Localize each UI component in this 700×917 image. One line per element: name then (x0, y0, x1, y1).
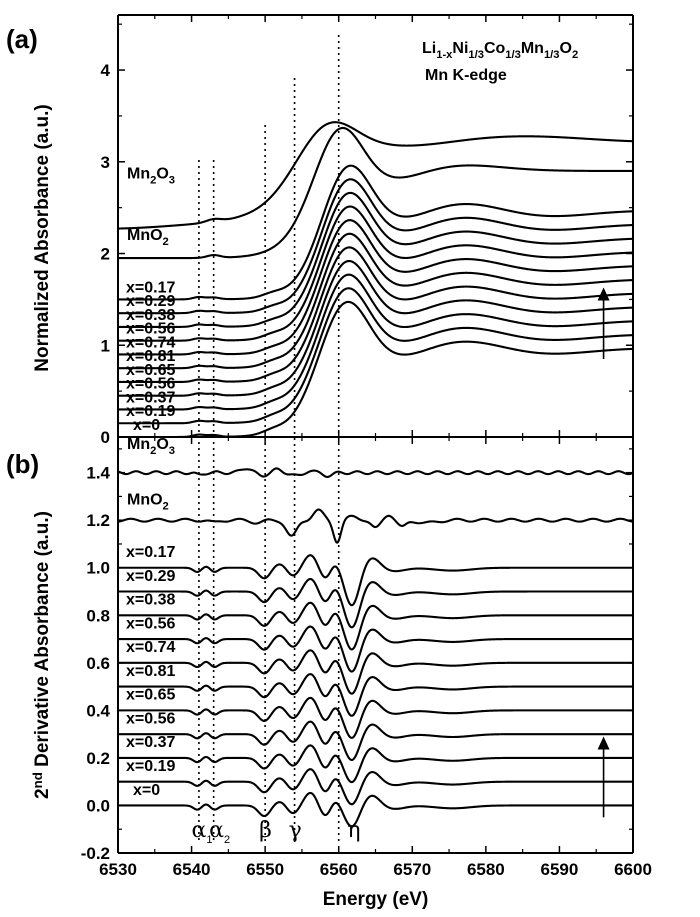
series-line-a-x-0-17-10 (117, 164, 634, 301)
shared-axes: 6530 6540 6550 6560 6570 6580 6590 6600 Energy (… (99, 14, 652, 910)
feature-label: β (259, 818, 272, 843)
series-label-b: x=0.56 (126, 710, 175, 727)
series-label-b: x=0.19 (126, 758, 175, 775)
series-label-b: x=0.37 (126, 734, 175, 751)
y-tick-label-b: 1.0 (86, 559, 110, 578)
series-label-a: x=0.29 (126, 293, 175, 310)
feature-label: γ (289, 818, 302, 843)
series-line-a-x-0-37-2 (117, 273, 634, 411)
series-label-a: x=0.38 (126, 307, 175, 324)
series-label-b: x=0.81 (126, 663, 175, 680)
series-label-a: x=0 (133, 417, 160, 434)
series-line-b-x-0-17-10 (117, 554, 634, 607)
y-tick-label-b: 0.8 (86, 606, 110, 625)
y-tick-label-a: 0 (101, 428, 110, 447)
chart-subtitle: Mn K-edge (425, 67, 507, 84)
series-line-a-x-0-56-3 (117, 259, 634, 397)
y-tick-label-b: 1.4 (86, 464, 110, 483)
series-label-a: x=0.37 (126, 389, 175, 406)
series-label-b: x=0.38 (126, 592, 175, 609)
x-tick-label: 6590 (541, 860, 579, 879)
y-tick-label-b: 1.2 (86, 511, 110, 530)
y-axis-label-a: Normalized Absorbance (a.u.) (32, 104, 53, 371)
feature-label: α2 (209, 818, 230, 846)
series-line-a-x-0-0 (117, 300, 634, 439)
feature-label: α1 (191, 818, 212, 846)
series-label-a: x=0.81 (126, 348, 175, 365)
series-label-b: MnO2 (127, 492, 169, 513)
series-label-a: MnO2 (127, 227, 169, 248)
y-tick-label-a: 3 (101, 153, 110, 172)
series-line-b-x-0-56-7 (117, 625, 634, 673)
series-line-b-x-0-19-1 (117, 768, 634, 806)
series-label-b: x=0.29 (126, 568, 175, 585)
series-line-b-mno2-11 (117, 508, 634, 544)
series-line-b-x-0-0 (117, 791, 634, 828)
series-line-a-x-0-56-7 (117, 205, 634, 342)
series-line-a-x-0-29-9 (117, 178, 634, 315)
trend-arrow-b-head (597, 736, 610, 750)
series-line-a-x-0-38-8 (117, 191, 634, 328)
series-line-b-x-0-74-6 (117, 649, 634, 695)
series-line-a-mn2o3-12 (117, 121, 634, 230)
series-label-b: x=0.56 (126, 615, 175, 632)
panel-label-b: (b) (6, 449, 39, 479)
series-line-b-x-0-81-5 (117, 673, 634, 717)
series-line-b-mn2o3-12 (117, 467, 634, 478)
series-label-b: Mn2O3 (127, 436, 175, 457)
series-label-a: Mn2O3 (127, 165, 175, 186)
y-tick-label-a: 4 (101, 61, 111, 80)
series-line-a-x-0-19-1 (117, 287, 634, 425)
x-tick-label: 6550 (246, 860, 284, 879)
x-tick-label: 6540 (173, 860, 211, 879)
y-axis-label-b: 2nd Derivative Absorbance (a.u.) (30, 511, 53, 799)
x-tick-label: 6600 (614, 860, 652, 879)
series-label-a: x=0.17 (126, 279, 175, 296)
series-label-b: x=0 (133, 782, 160, 799)
series-line-b-x-0-37-2 (117, 744, 634, 784)
x-axis-label: Energy (eV) (323, 889, 429, 910)
x-tick-label: 6580 (467, 860, 505, 879)
y-tick-label-a: 2 (101, 245, 110, 264)
x-tick-label: 6530 (99, 860, 137, 879)
y-tick-label-b: 0.4 (86, 701, 110, 720)
series-label-a: x=0.56 (126, 321, 175, 338)
series-label-b: x=0.65 (126, 687, 175, 704)
series-label-a: x=0.74 (126, 334, 175, 351)
series-line-a-x-0-81-5 (117, 232, 634, 370)
x-tick-label: 6560 (320, 860, 358, 879)
y-tick-label-b: 0.0 (86, 796, 110, 815)
series-line-b-x-0-29-9 (117, 577, 634, 629)
x-tick-label: 6570 (393, 860, 431, 879)
feature-label: η (347, 818, 360, 843)
series-line-b-x-0-56-3 (117, 720, 634, 762)
series-label-a: x=0.56 (126, 376, 175, 393)
panel-label-a: (a) (6, 24, 38, 54)
chart-title: Li1-xNi1/3Co1/3Mn1/3O2 (422, 40, 578, 61)
series-line-a-x-0-74-6 (117, 219, 634, 356)
y-tick-label-b: 0.2 (86, 749, 110, 768)
series-label-b: x=0.17 (126, 544, 175, 561)
series-label-a: x=0.65 (126, 362, 175, 379)
y-tick-label-a: 1 (101, 336, 110, 355)
trend-arrow-a-head (597, 287, 610, 301)
series-line-b-x-0-38-8 (117, 601, 634, 651)
panel-b: -0.2 0.0 0.2 0.4 0.6 0.8 1.0 1.2 1.4 2nd Derivati… (6, 436, 634, 863)
series-label-a: x=0.19 (126, 403, 175, 420)
series-line-b-x-0-65-4 (117, 696, 634, 739)
y-tick-label-b: -0.2 (81, 844, 110, 863)
panel-a: 0 1 2 3 4 Normalized Absorbance (a.u.) (a) Li1-… (6, 23, 634, 447)
series-label-b: x=0.74 (126, 639, 175, 656)
series-line-a-x-0-65-4 (117, 246, 634, 384)
y-tick-label-b: 0.6 (86, 654, 110, 673)
series-line-a-mno2-11 (117, 126, 634, 260)
